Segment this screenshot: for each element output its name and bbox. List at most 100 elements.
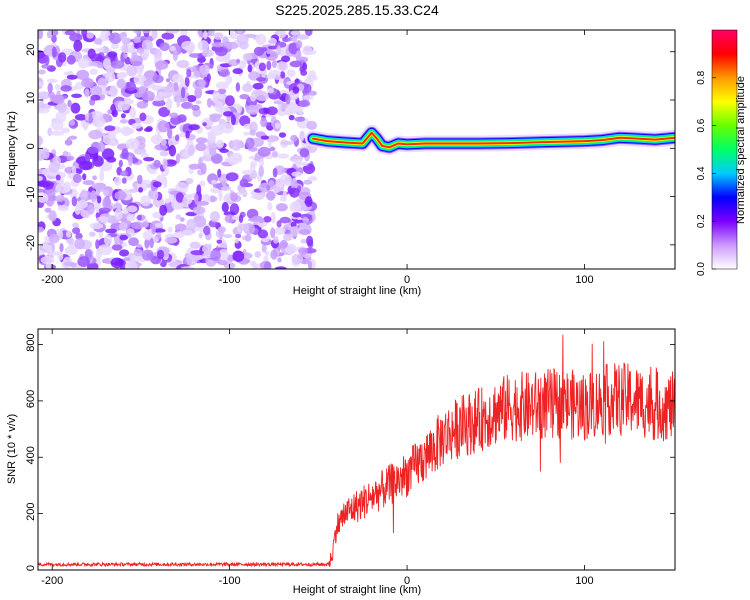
noise-blob	[243, 223, 248, 234]
noise-blob	[120, 43, 134, 54]
noise-blob	[157, 91, 167, 98]
noise-blob	[73, 39, 83, 52]
noise-blob	[245, 137, 255, 149]
noise-blob	[290, 221, 297, 228]
snr-y-tick-label: 400	[25, 446, 37, 464]
noise-blob	[198, 232, 203, 239]
noise-blob	[126, 65, 138, 77]
noise-blob	[152, 189, 159, 201]
noise-blob	[168, 136, 176, 148]
noise-blob	[141, 152, 149, 159]
noise-blob	[54, 83, 61, 90]
noise-blob	[231, 139, 242, 151]
noise-blob	[185, 177, 194, 185]
noise-blob	[169, 45, 176, 52]
noise-blob	[181, 40, 195, 51]
noise-blob	[186, 95, 197, 103]
noise-blob	[48, 244, 53, 257]
noise-blob	[304, 196, 313, 208]
noise-blob	[151, 223, 156, 235]
noise-blob	[290, 134, 298, 142]
noise-blob	[142, 230, 153, 241]
noise-blob	[98, 207, 111, 214]
noise-blob	[235, 82, 241, 92]
noise-blob	[241, 169, 254, 175]
noise-blob	[215, 81, 229, 90]
noise-blob	[179, 217, 185, 222]
noise-blob	[295, 40, 303, 49]
noise-blob	[98, 216, 109, 222]
noise-blob	[68, 135, 78, 140]
noise-blob	[182, 229, 194, 236]
noise-blob	[38, 69, 46, 75]
noise-blob	[127, 155, 133, 167]
noise-blob	[126, 228, 135, 235]
noise-blob	[276, 182, 283, 188]
noise-blob	[223, 211, 236, 216]
noise-blob	[218, 249, 229, 261]
noise-blob	[182, 196, 188, 206]
noise-blob	[277, 101, 282, 114]
noise-blob	[38, 81, 44, 88]
noise-blob	[245, 104, 260, 115]
noise-blob	[255, 33, 267, 46]
noise-blob	[107, 115, 113, 122]
noise-blob	[249, 129, 256, 136]
noise-blob	[290, 155, 304, 160]
noise-blob	[252, 82, 264, 90]
spectrogram-y-tick-label: -10	[25, 187, 37, 203]
noise-blob	[83, 121, 88, 131]
noise-blob	[121, 148, 129, 160]
noise-blob	[289, 187, 300, 198]
noise-blob	[62, 150, 69, 157]
noise-blob	[102, 189, 110, 196]
noise-blob	[199, 64, 210, 75]
noise-blob	[308, 70, 316, 79]
colorbar-label: Normalized spectral amplitude	[735, 76, 747, 224]
noise-blob	[72, 222, 79, 228]
noise-blob	[223, 111, 234, 117]
noise-blob	[110, 257, 124, 269]
noise-blob	[273, 100, 283, 105]
noise-blob	[176, 96, 181, 108]
noise-blob	[123, 207, 128, 215]
noise-blob	[138, 187, 144, 193]
noise-blob	[302, 45, 313, 56]
noise-blob	[114, 208, 123, 220]
noise-blob	[38, 193, 49, 203]
noise-blob	[136, 243, 143, 248]
noise-blob	[92, 116, 106, 128]
noise-blob	[106, 156, 117, 163]
signal-track-layer	[312, 131, 675, 149]
noise-blob	[238, 214, 244, 223]
noise-blob	[131, 122, 142, 129]
noise-blob	[271, 60, 277, 68]
noise-blob	[96, 247, 102, 260]
noise-blob	[289, 60, 302, 68]
noise-blob	[186, 68, 192, 78]
noise-blob	[60, 85, 72, 92]
noise-blob	[70, 102, 81, 114]
noise-blob	[263, 107, 269, 114]
noise-blob	[236, 34, 249, 45]
colorbar: 0.0 0.2 0.4 0.6 0.8 Normalized spectral ampl…	[696, 29, 747, 276]
noise-blob	[221, 180, 227, 187]
colorbar-gradient	[711, 29, 738, 270]
noise-blob	[156, 249, 165, 260]
noise-blob	[252, 262, 257, 269]
noise-blob	[266, 184, 271, 191]
noise-blob	[202, 243, 212, 256]
noise-blob	[176, 153, 180, 164]
noise-blob	[289, 201, 302, 214]
colorbar-tick-label: 0.2	[696, 214, 707, 228]
noise-blob	[155, 60, 169, 70]
noise-blob	[121, 177, 127, 184]
noise-blob	[111, 244, 123, 251]
noise-blob	[87, 204, 95, 215]
noise-blob	[290, 177, 298, 190]
noise-blob	[104, 125, 116, 132]
noise-blob	[87, 146, 99, 154]
noise-blob	[207, 132, 217, 142]
noise-blob	[196, 184, 202, 195]
